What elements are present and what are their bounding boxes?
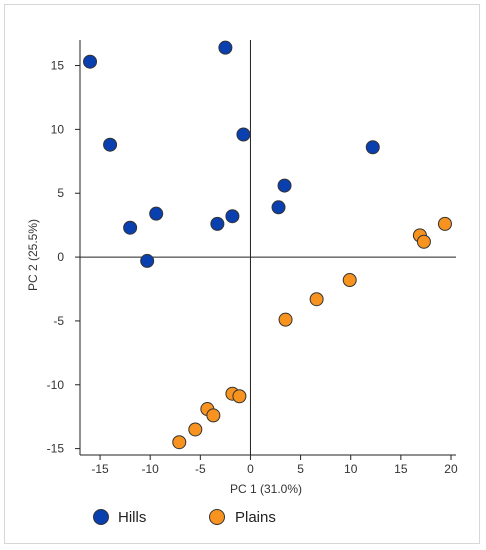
y-tick-label: 5 xyxy=(57,186,64,200)
data-point-plains xyxy=(416,234,431,249)
data-point-hills xyxy=(271,200,286,215)
x-tick-label: -15 xyxy=(91,462,109,476)
x-axis-title: PC 1 (31.0%) xyxy=(230,482,302,496)
data-point-hills xyxy=(123,220,138,235)
y-tick-label: -5 xyxy=(53,314,64,328)
y-tick-label: 15 xyxy=(51,59,65,73)
data-point-hills xyxy=(83,54,98,69)
data-point-plains xyxy=(188,422,203,437)
legend-marker-plains xyxy=(209,509,225,525)
data-point-plains xyxy=(172,435,187,450)
data-point-hills xyxy=(210,216,225,231)
y-tick-label: -15 xyxy=(47,442,65,456)
legend: Hills Plains xyxy=(93,509,276,526)
data-point-hills xyxy=(103,137,118,152)
data-point-hills xyxy=(236,127,251,142)
y-tick-label: -10 xyxy=(47,378,65,392)
data-point-hills xyxy=(140,253,155,268)
data-point-hills xyxy=(225,209,240,224)
y-axis-title: PC 2 (25.5%) xyxy=(26,219,40,291)
data-point-plains xyxy=(309,292,324,307)
data-point-hills xyxy=(218,40,233,55)
x-tick-label: 15 xyxy=(394,462,408,476)
points-layer xyxy=(83,40,452,450)
data-point-plains xyxy=(342,273,357,288)
y-tick-label: 0 xyxy=(57,250,64,264)
legend-marker-hills xyxy=(93,509,109,525)
chart-frame xyxy=(4,4,480,544)
axes-layer xyxy=(79,40,456,456)
x-tick-label: -10 xyxy=(142,462,160,476)
data-point-hills xyxy=(365,140,380,155)
x-tick-label: -5 xyxy=(195,462,206,476)
x-tick-label: 0 xyxy=(247,462,254,476)
data-point-plains xyxy=(437,216,452,231)
origin-lines xyxy=(80,40,456,455)
legend-label-plains: Plains xyxy=(235,509,276,526)
x-tick-label: 5 xyxy=(297,462,304,476)
data-point-plains xyxy=(232,389,247,404)
ticks-layer: -15 -10 -5 0 5 10 15 20 -15 -10 -5 0 5 10 15 xyxy=(47,59,458,476)
x-tick-label: 20 xyxy=(444,462,458,476)
data-point-hills xyxy=(277,178,292,193)
x-tick-label: 10 xyxy=(344,462,358,476)
data-point-plains xyxy=(206,408,221,423)
data-point-plains xyxy=(278,312,293,327)
legend-label-hills: Hills xyxy=(118,509,146,526)
data-point-hills xyxy=(149,206,164,221)
y-tick-label: 10 xyxy=(51,122,65,136)
